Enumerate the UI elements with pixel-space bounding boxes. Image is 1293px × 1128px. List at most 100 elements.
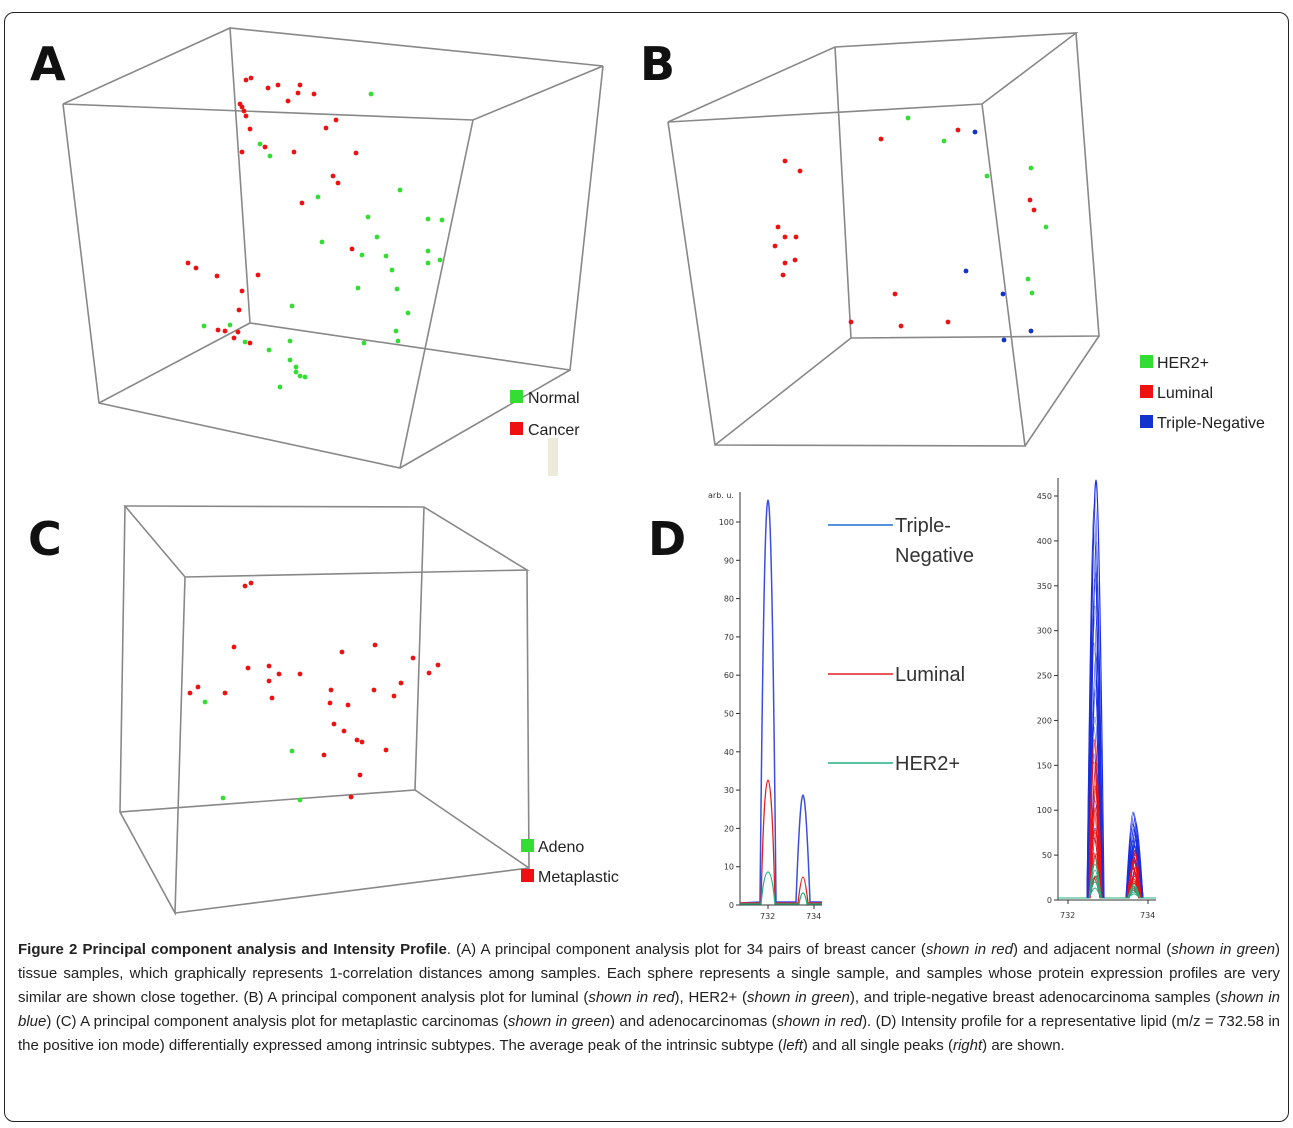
point-normal-17 bbox=[394, 286, 400, 292]
legend-swatch-triple-negative bbox=[1140, 415, 1153, 428]
y-tick-label-0: 0 bbox=[729, 901, 734, 910]
caption-text: ), and triple-negative breast adenocarci… bbox=[849, 989, 1221, 1006]
y-tick-label-40: 40 bbox=[724, 748, 734, 757]
point-cancer-16 bbox=[239, 149, 245, 155]
point-cancer-31 bbox=[235, 329, 241, 335]
point-normal-2 bbox=[267, 153, 273, 159]
legend-swatch-luminal bbox=[1140, 385, 1153, 398]
d-legend-label-her2: HER2+ bbox=[895, 753, 960, 775]
legend-a: Normal Cancer bbox=[510, 390, 580, 476]
d-right-peak-triple-negative-14 bbox=[1058, 679, 1156, 899]
d-left-curve-her2 bbox=[740, 871, 822, 905]
d-legend-label-luminal: Luminal bbox=[895, 664, 965, 686]
y-tick-label-90: 90 bbox=[724, 556, 734, 565]
y-tick-label-450: 450 bbox=[1037, 492, 1052, 501]
caption-italic: shown in red bbox=[776, 1013, 863, 1030]
legend-c: Adeno Metaplastic bbox=[521, 839, 619, 886]
point-metaplastic-4 bbox=[339, 649, 345, 655]
y-tick-label-150: 150 bbox=[1037, 761, 1052, 770]
scatter-points-a bbox=[185, 75, 445, 390]
point-cancer-18 bbox=[353, 150, 359, 156]
legend-label-metaplastic: Metaplastic bbox=[538, 869, 619, 886]
d-right-peak-triple-negative-16 bbox=[1058, 605, 1156, 899]
legend-label-luminal: Luminal bbox=[1157, 385, 1213, 402]
point-normal-32 bbox=[302, 374, 308, 380]
point-luminal-14 bbox=[848, 319, 854, 325]
point-metaplastic-5 bbox=[410, 655, 416, 661]
point-adeno-3 bbox=[297, 797, 303, 803]
caption-italic: shown in green bbox=[507, 1013, 611, 1030]
point-metaplastic-27 bbox=[383, 747, 389, 753]
legend-swatch-metaplastic bbox=[521, 869, 534, 882]
caption-italic: shown in green bbox=[746, 989, 850, 1006]
point-normal-5 bbox=[365, 214, 371, 220]
d-right-peak-her2-5 bbox=[1058, 857, 1156, 899]
caption-italic: left bbox=[782, 1037, 803, 1054]
point-metaplastic-11 bbox=[297, 671, 303, 677]
scatter-points-c bbox=[187, 580, 441, 803]
point-her2--5 bbox=[1025, 276, 1031, 282]
caption-text: ), HER2+ ( bbox=[674, 989, 747, 1006]
caption-italic: shown in green bbox=[1171, 941, 1276, 958]
point-luminal-6 bbox=[782, 234, 788, 240]
d-right-peak-triple-negative-8 bbox=[1058, 541, 1156, 899]
point-normal-20 bbox=[201, 323, 207, 329]
point-metaplastic-15 bbox=[187, 690, 193, 696]
point-luminal-1 bbox=[955, 127, 961, 133]
point-cancer-10 bbox=[311, 91, 317, 97]
caption-text: ). (D) Intensity profile for a represent… bbox=[18, 1013, 1280, 1054]
point-cancer-29 bbox=[222, 328, 228, 334]
point-normal-25 bbox=[242, 339, 248, 345]
caption-text: ) and adjacent normal ( bbox=[1012, 941, 1172, 958]
y-tick-label-100: 100 bbox=[719, 518, 734, 527]
d-right-curves bbox=[1058, 479, 1156, 899]
panel-letter-b: B bbox=[640, 37, 675, 91]
legend-swatch-adeno bbox=[521, 839, 534, 852]
y-tick-label-50: 50 bbox=[1042, 851, 1052, 860]
point-luminal-13 bbox=[892, 291, 898, 297]
point-normal-27 bbox=[266, 347, 272, 353]
point-luminal-8 bbox=[792, 257, 798, 263]
point-her2--1 bbox=[941, 138, 947, 144]
caption-text: ) and all single peaks ( bbox=[802, 1037, 953, 1054]
point-metaplastic-9 bbox=[426, 670, 432, 676]
point-metaplastic-29 bbox=[357, 772, 363, 778]
point-metaplastic-1 bbox=[242, 583, 248, 589]
point-adeno-1 bbox=[289, 748, 295, 754]
point-luminal-7 bbox=[793, 234, 799, 240]
d-right-x-tick-732: 732 bbox=[1060, 911, 1075, 920]
figure-canvas: A B C D Normal Cancer HER2+ bbox=[28, 27, 1265, 921]
point-cancer-26 bbox=[255, 272, 261, 278]
panel-letter-a: A bbox=[30, 37, 66, 91]
point-cancer-25 bbox=[214, 273, 220, 279]
point-cancer-14 bbox=[323, 125, 329, 131]
point-normal-3 bbox=[397, 187, 403, 193]
point-metaplastic-17 bbox=[371, 687, 377, 693]
d-right-peak-triple-negative-15 bbox=[1058, 642, 1156, 899]
d-legend-label-negative: Negative bbox=[895, 545, 974, 567]
y-tick-label-60: 60 bbox=[724, 671, 734, 680]
caption-text: ) and adenocarcinomas ( bbox=[610, 1013, 777, 1030]
panel-letter-d: D bbox=[648, 512, 686, 566]
legend-swatch-her2 bbox=[1140, 355, 1153, 368]
d-right-peak-triple-negative-6 bbox=[1058, 615, 1156, 899]
y-tick-label-70: 70 bbox=[724, 633, 734, 642]
point-metaplastic-18 bbox=[328, 687, 334, 693]
legend-label-normal: Normal bbox=[528, 390, 580, 407]
point-luminal-10 bbox=[780, 272, 786, 278]
point-cancer-0 bbox=[248, 75, 254, 81]
point-luminal-16 bbox=[945, 319, 951, 325]
point-adeno-0 bbox=[202, 699, 208, 705]
point-normal-26 bbox=[287, 338, 293, 344]
point-normal-29 bbox=[293, 364, 299, 370]
point-cancer-17 bbox=[291, 149, 297, 155]
point-cancer-22 bbox=[349, 246, 355, 252]
point-her2--0 bbox=[905, 115, 911, 121]
point-normal-14 bbox=[389, 267, 395, 273]
caption-italic: shown in red bbox=[588, 989, 675, 1006]
point-normal-9 bbox=[319, 239, 325, 245]
point-her2--2 bbox=[984, 173, 990, 179]
cube-c bbox=[119, 505, 530, 916]
y-tick-label-20: 20 bbox=[724, 824, 734, 833]
legend-scroll-handle bbox=[548, 438, 558, 476]
